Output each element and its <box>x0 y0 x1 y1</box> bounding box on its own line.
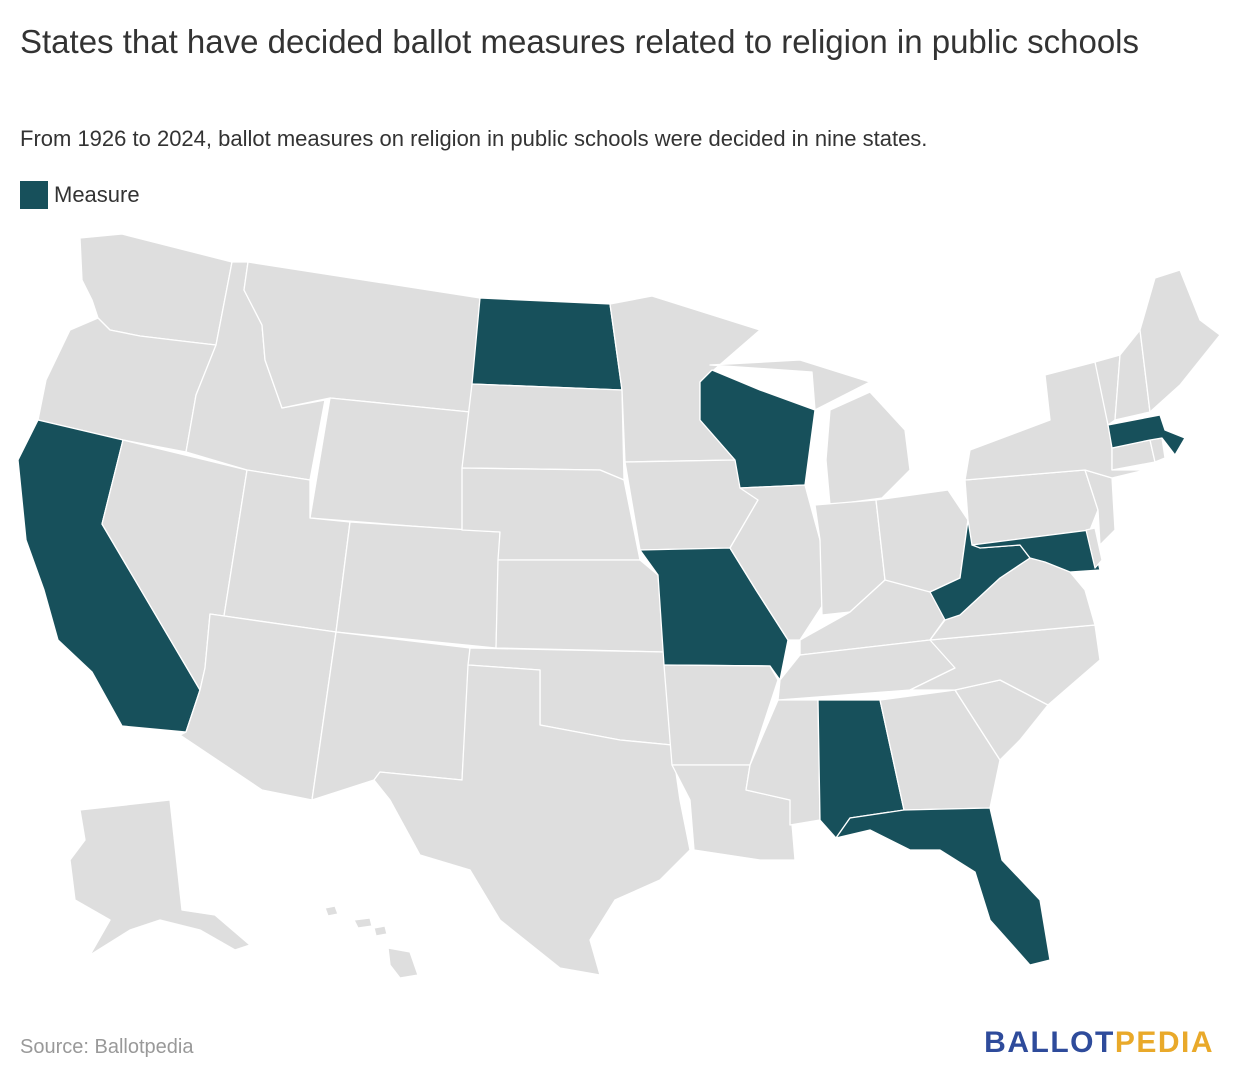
us-map <box>17 233 1221 979</box>
state-colorado <box>335 521 501 649</box>
state-hawaii <box>324 905 419 979</box>
state-delaware <box>1085 527 1103 569</box>
state-florida <box>835 807 1051 966</box>
state-ohio <box>875 489 969 593</box>
state-maine <box>1139 269 1221 413</box>
state-arkansas <box>663 664 779 766</box>
state-mississippi <box>745 699 821 826</box>
logo-part-ballot: BALLOT <box>984 1026 1115 1059</box>
legend: Measure <box>20 180 140 210</box>
source-note: Source: Ballotpedia <box>20 1036 194 1058</box>
legend-swatch <box>20 181 48 209</box>
chart-title: States that have decided ballot measures… <box>20 23 1140 60</box>
state-montana <box>243 261 481 413</box>
states-layer <box>17 233 1221 979</box>
state-texas <box>373 664 691 976</box>
state-alaska <box>69 799 251 956</box>
ballotpedia-logo: BALLOTPEDIA <box>984 1026 1214 1060</box>
chart-subtitle: From 1926 to 2024, ballot measures on re… <box>20 126 928 151</box>
state-south-dakota <box>461 383 625 481</box>
logo-part-pedia: PEDIA <box>1114 1026 1214 1059</box>
state-kansas <box>495 559 665 653</box>
state-illinois <box>729 484 827 641</box>
state-north-carolina <box>909 624 1101 706</box>
legend-label: Measure <box>54 182 140 207</box>
state-north-dakota <box>471 297 623 391</box>
state-massachusetts <box>1107 414 1186 456</box>
state-georgia <box>879 689 1001 811</box>
state-wyoming <box>309 397 471 531</box>
state-michigan <box>709 359 911 506</box>
